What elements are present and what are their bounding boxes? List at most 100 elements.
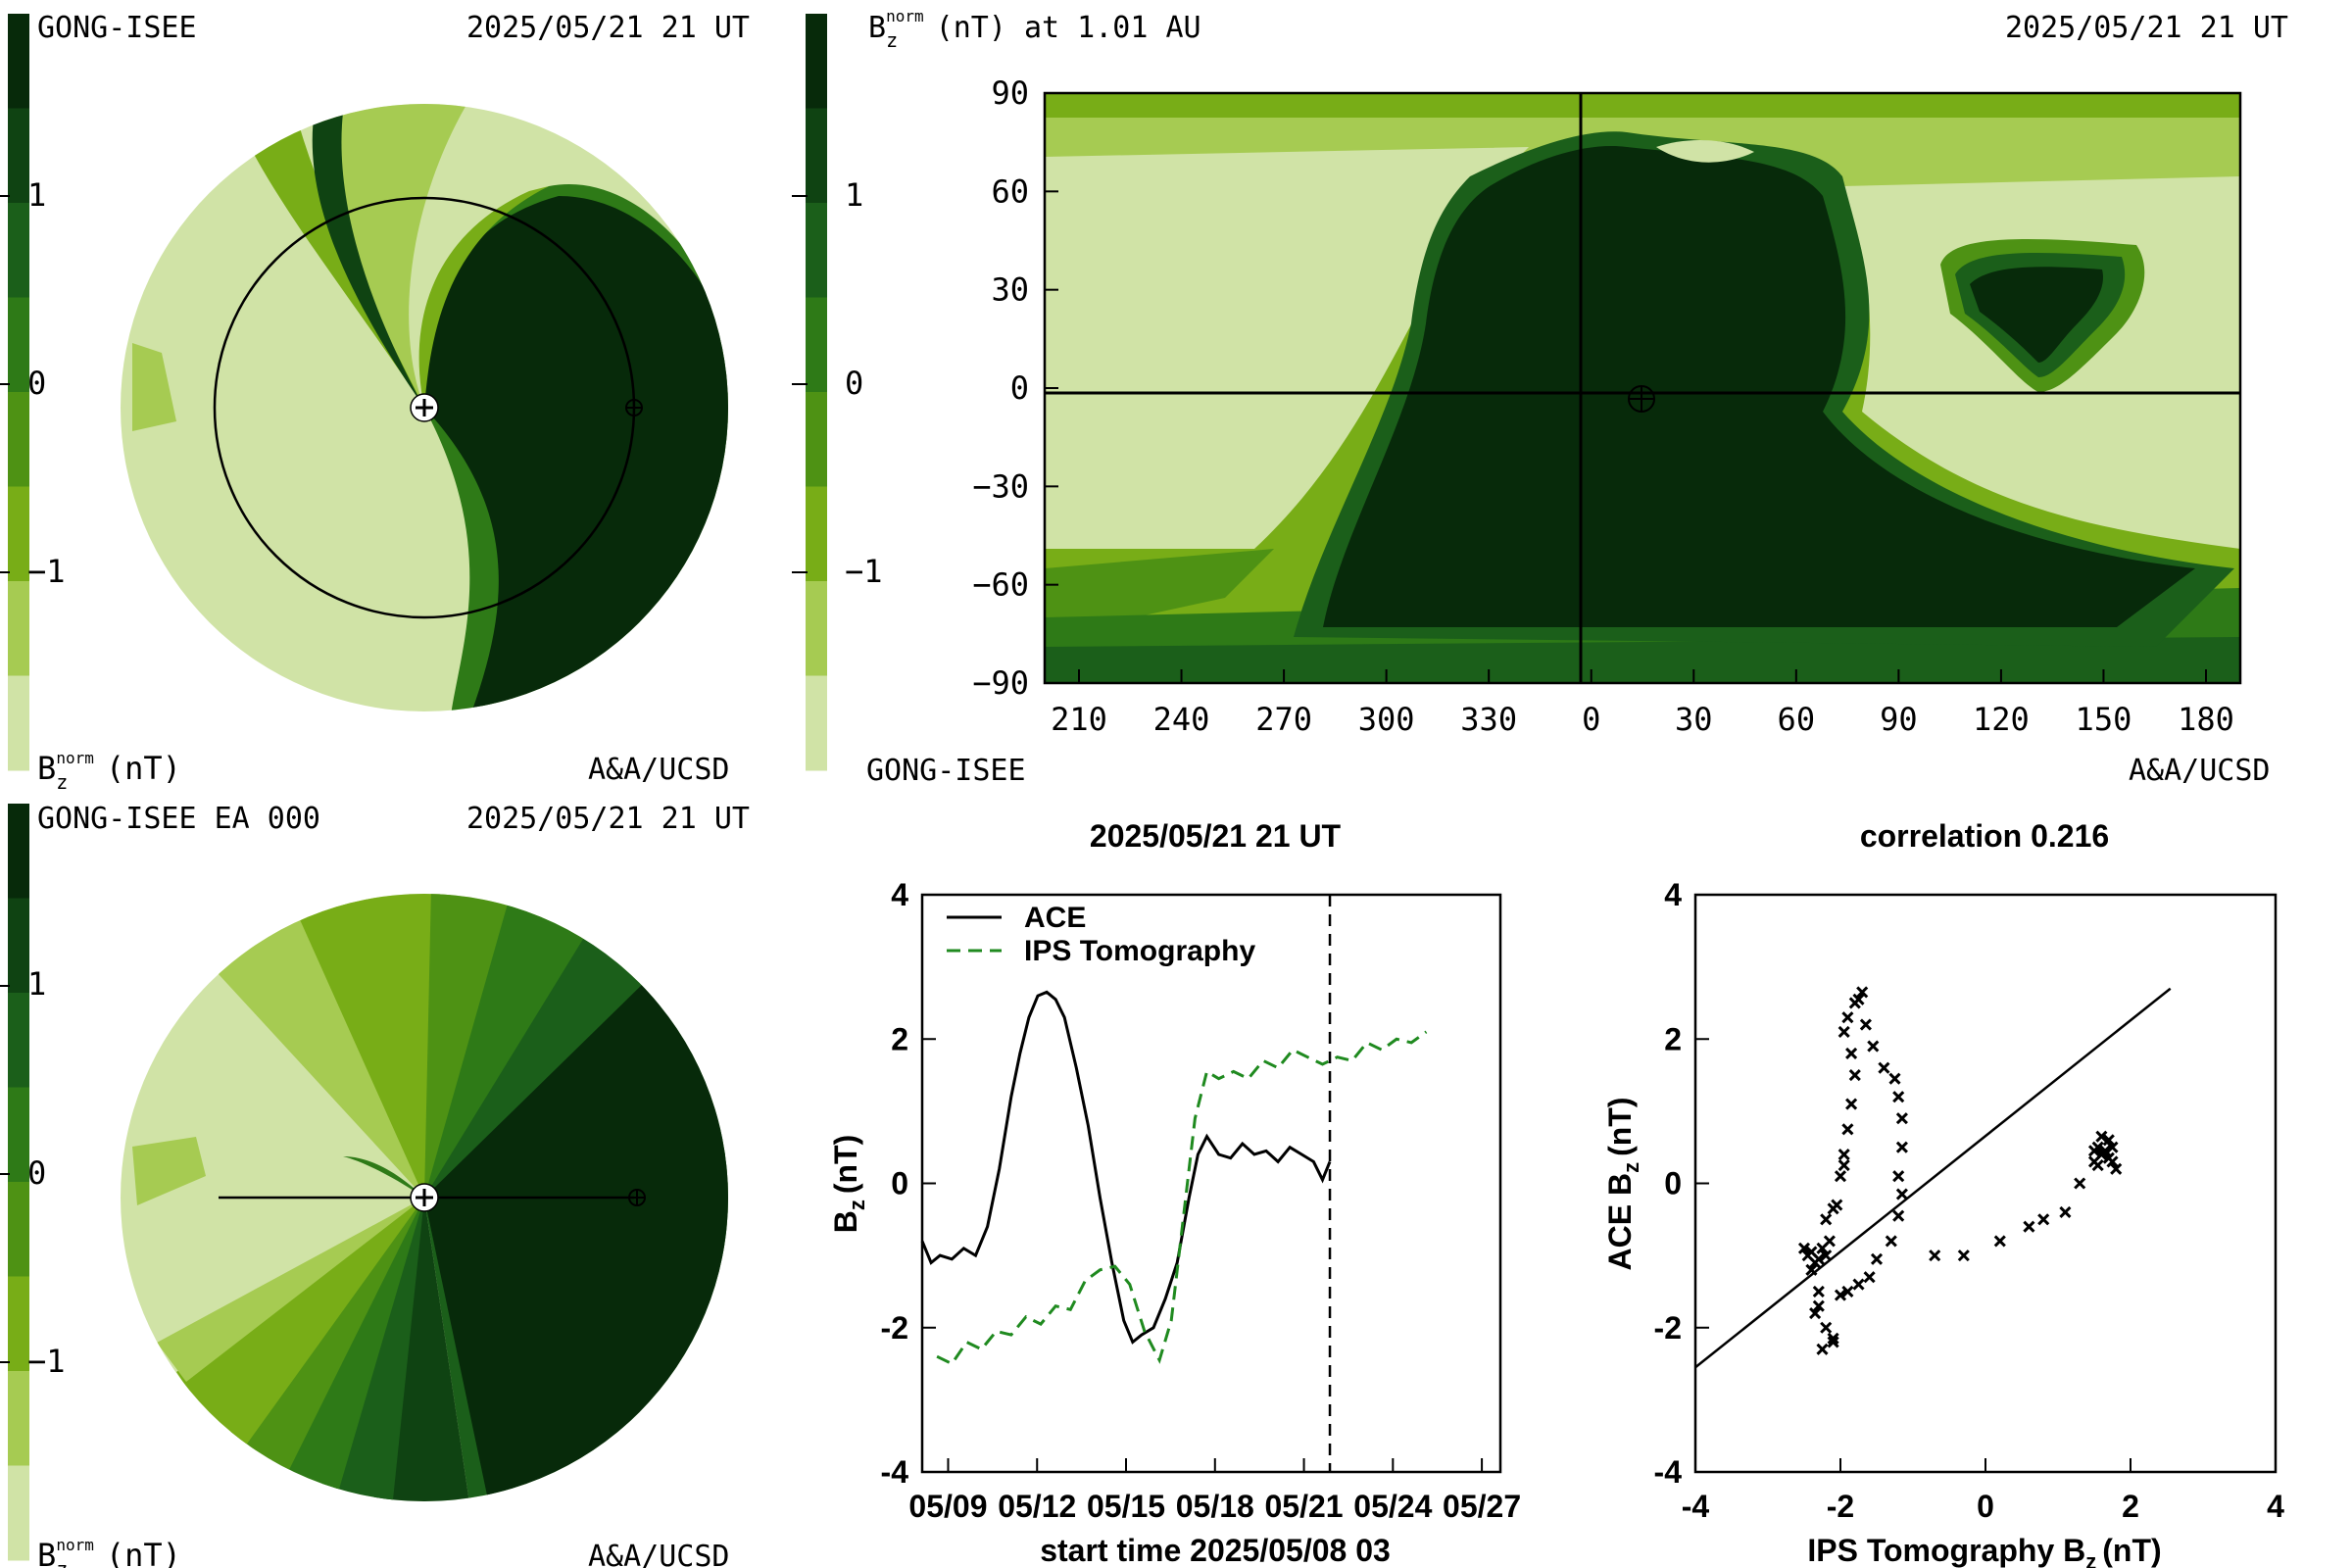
ts-y-tick-label: 0 (891, 1166, 908, 1201)
map-x-tick-label: 300 (1358, 701, 1415, 738)
scatter-point (1820, 1250, 1833, 1262)
scatter-point (1856, 986, 1869, 999)
colorbar-band (806, 297, 827, 393)
scatter-point (1867, 1040, 1880, 1053)
sc-y-tick-label: -2 (1654, 1310, 1682, 1346)
polar-disk-top-left (121, 104, 728, 711)
scatter-point (1823, 1235, 1836, 1248)
sc-y-tick-label: 2 (1664, 1021, 1682, 1056)
colorbar-band (806, 581, 827, 676)
sc-x-tick-label: 4 (2267, 1489, 2284, 1524)
scatter-panel: correlation 0.216 -4 -2 0 2 4 4 2 0 -2 -4 IPS Tom… (1602, 818, 2284, 1568)
map-title: Bznorm (nT) at 1.01 AU (868, 7, 1201, 52)
scatter-point (1820, 1321, 1833, 1334)
colorbar-band (8, 297, 29, 393)
map-x-tick-label: 0 (1582, 701, 1600, 738)
source-label: GONG-ISEE (37, 11, 197, 45)
source-label: GONG-ISEE (866, 754, 1026, 788)
colorbar-ticks-top-right: 1 0 −1 (845, 176, 883, 590)
timeseries-panel: 2025/05/21 21 UT 05/09 05/12 05/15 05/18 05/… (828, 818, 1521, 1568)
ts-x-tick-label: 05/09 (908, 1489, 987, 1524)
colorbar-band (8, 14, 29, 109)
scatter-point (1848, 1068, 1861, 1082)
ts-x-tick-label: 05/18 (1176, 1489, 1254, 1524)
sc-y-tick-label: 4 (1664, 877, 1682, 912)
map-x-tick-label: 330 (1460, 701, 1517, 738)
timeseries-title: 2025/05/21 21 UT (1090, 818, 1342, 854)
scatter-point (1834, 1170, 1847, 1183)
scatter-point (1827, 1202, 1839, 1215)
source-label: GONG-ISEE EA 000 (37, 802, 320, 836)
scatter-point (1859, 1018, 1872, 1031)
map-x-tick-label: 30 (1675, 701, 1713, 738)
scatter-point (2091, 1159, 2104, 1172)
scatter-point (1812, 1299, 1825, 1312)
map-y-tick-label: 30 (991, 271, 1029, 309)
series-line-ips (936, 1030, 1428, 1366)
scatter-point (1845, 1098, 1858, 1110)
timeseries-axes: 05/09 05/12 05/15 05/18 05/21 05/24 05/27 4 2 0 -2… (881, 877, 1522, 1524)
scatter-point (2095, 1148, 2108, 1161)
colorbar-band (8, 1465, 29, 1561)
scatter-point (2110, 1162, 2123, 1175)
scatter-point (1885, 1235, 1897, 1248)
credit-label: A&A/UCSD (588, 1540, 730, 1568)
timeseries-legend: ACE IPS Tomography (947, 902, 1255, 967)
scatter-point (1888, 1072, 1901, 1085)
polar-disk-bottom-left (121, 894, 728, 1501)
scatter-points (1694, 986, 2172, 1369)
scatter-point (1993, 1235, 2006, 1248)
colorbar-top-right (792, 14, 827, 771)
sc-x-tick-label: 0 (1977, 1489, 1994, 1524)
timeseries-xlabel: start time 2025/05/08 03 (1040, 1533, 1391, 1568)
colorbar-bottom-left (0, 804, 29, 1561)
scatter-point (2074, 1177, 2086, 1190)
colorbar-label: Bznorm(nT) (37, 749, 181, 794)
scatter-point (1841, 1123, 1854, 1136)
ts-x-tick-label: 05/15 (1087, 1489, 1165, 1524)
colorbar-band (8, 1087, 29, 1183)
scatter-point (1895, 1112, 1908, 1125)
scatter-point (2106, 1141, 2119, 1153)
scatter-point (1841, 1285, 1854, 1298)
map-y-tick-label: 90 (991, 74, 1029, 112)
ts-y-tick-label: 2 (891, 1021, 908, 1056)
scatter-point (2037, 1213, 2050, 1226)
colorbar-band (8, 898, 29, 994)
colorbar-band (8, 1371, 29, 1466)
top-left-panel: 1 0 −1 GONG-ISEE 2025/05/21 21 UT (0, 11, 750, 794)
colorbar-label: Bznorm(nT) (37, 1536, 181, 1568)
scatter-point (1827, 1336, 1839, 1348)
sc-x-tick-label: 2 (2122, 1489, 2139, 1524)
scatter-point (1827, 1332, 1839, 1345)
earth-icon (628, 1189, 646, 1206)
credit-label: A&A/UCSD (2129, 754, 2271, 788)
colorbar-band (806, 675, 827, 771)
scatter-ylabel: ACE Bz(nT) (1602, 1098, 1643, 1271)
colorbar-tick-label: 0 (845, 365, 863, 402)
map-x-tick-label: 210 (1051, 701, 1107, 738)
colorbar-band (806, 392, 827, 487)
scatter-point (1845, 1047, 1858, 1060)
regression-line (1694, 987, 2172, 1369)
scatter-point (1838, 1159, 1850, 1172)
bottom-left-panel: 1 0 −1 GONG-ISEE EA 000 2025/05/21 21 UT (0, 802, 750, 1568)
map-x-tick-label: 180 (2178, 701, 2234, 738)
colorbar-band (806, 108, 827, 204)
scatter-point (1848, 997, 1861, 1009)
colorbar-band (8, 392, 29, 487)
scatter-point (2095, 1130, 2108, 1143)
scatter-axes: -4 -2 0 2 4 4 2 0 -2 -4 (1654, 877, 2285, 1524)
scatter-point (1820, 1213, 1833, 1226)
scatter-point (1816, 1343, 1829, 1355)
map-x-tick-label: 120 (1973, 701, 2030, 738)
scatter-title: correlation 0.216 (1860, 818, 2109, 854)
colorbar-band (8, 203, 29, 298)
sc-y-tick-label: 0 (1664, 1166, 1682, 1201)
colorbar-ticks-bottom-left: 1 0 −1 (27, 965, 66, 1380)
map-axes: 210 240 270 300 330 0 30 60 90 120 150 1809060300−3… (972, 74, 2234, 738)
ts-y-tick-label: -2 (881, 1310, 908, 1346)
timestamp-label: 2025/05/21 21 UT (466, 11, 750, 45)
earth-icon (625, 399, 643, 416)
scatter-point (1805, 1263, 1818, 1276)
